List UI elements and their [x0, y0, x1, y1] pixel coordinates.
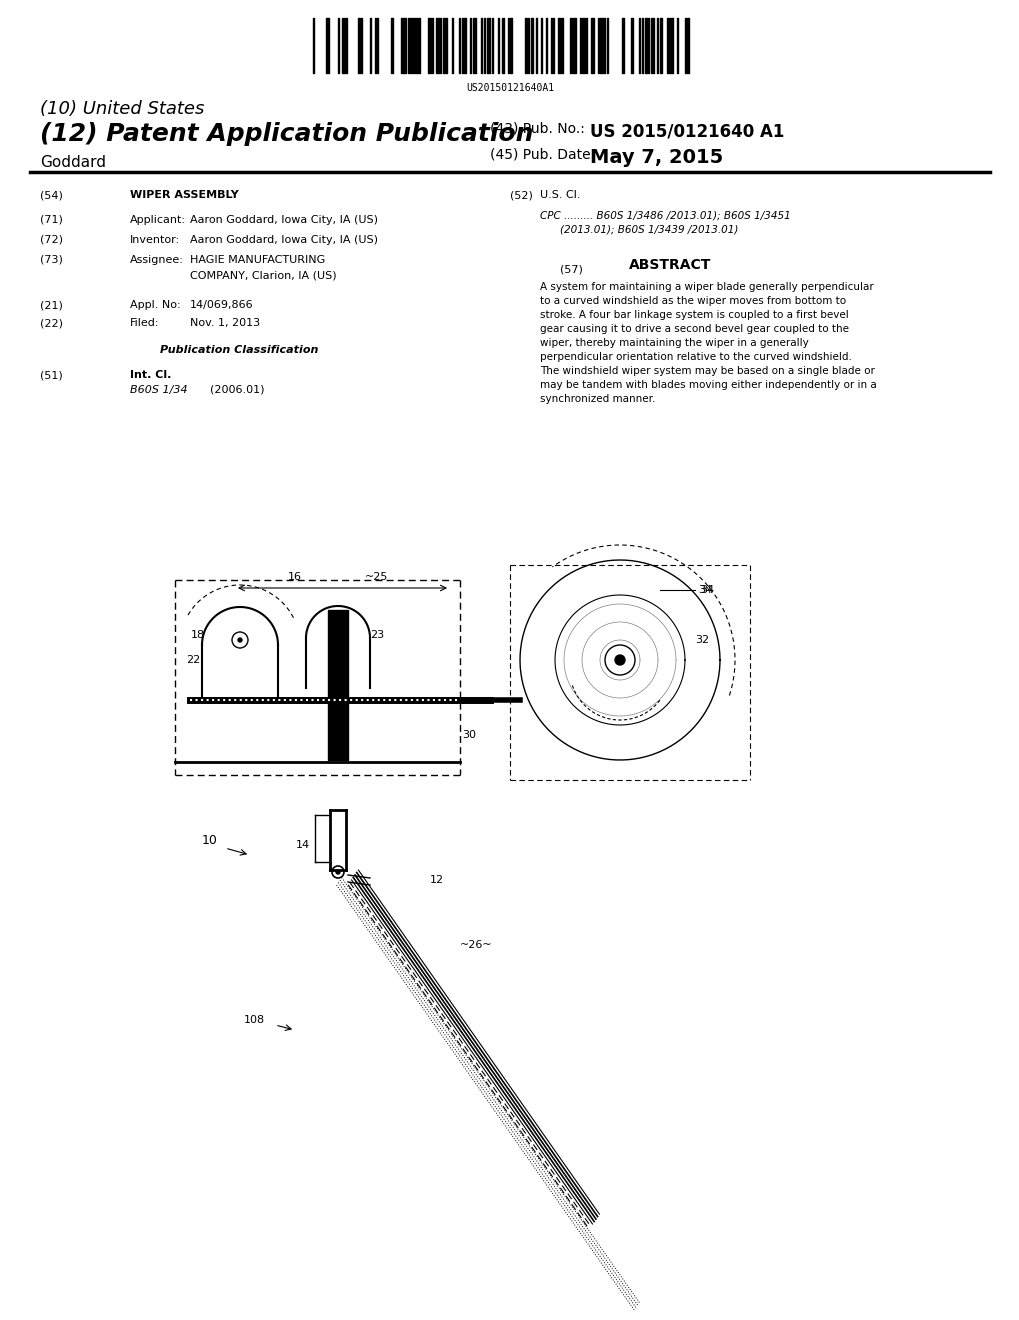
Text: Aaron Goddard, Iowa City, IA (US): Aaron Goddard, Iowa City, IA (US)	[190, 235, 378, 246]
Circle shape	[335, 870, 339, 874]
Text: (21): (21)	[40, 300, 63, 310]
Text: Appl. No:: Appl. No:	[129, 300, 180, 310]
Text: 18: 18	[191, 630, 205, 640]
Text: CPC ......... B60S 1/3486 /2013.01); B60S 1/3451: CPC ......... B60S 1/3486 /2013.01); B60…	[539, 210, 790, 220]
Text: Goddard: Goddard	[40, 154, 106, 170]
Text: 32: 32	[694, 635, 708, 645]
Text: The windshield wiper system may be based on a single blade or: The windshield wiper system may be based…	[539, 366, 874, 376]
Text: to a curved windshield as the wiper moves from bottom to: to a curved windshield as the wiper move…	[539, 296, 846, 306]
Text: U.S. Cl.: U.S. Cl.	[539, 190, 580, 201]
Text: wiper, thereby maintaining the wiper in a generally: wiper, thereby maintaining the wiper in …	[539, 338, 808, 348]
Text: Int. Cl.: Int. Cl.	[129, 370, 171, 380]
Text: ABSTRACT: ABSTRACT	[628, 257, 710, 272]
Text: 16: 16	[287, 572, 302, 582]
Text: may be tandem with blades moving either independently or in a: may be tandem with blades moving either …	[539, 380, 876, 389]
Text: (43) Pub. No.:: (43) Pub. No.:	[489, 121, 584, 136]
Text: 34: 34	[697, 585, 711, 595]
Text: WIPER ASSEMBLY: WIPER ASSEMBLY	[129, 190, 238, 201]
Text: Publication Classification: Publication Classification	[160, 345, 318, 355]
Text: (73): (73)	[40, 255, 63, 265]
Text: (10) United States: (10) United States	[40, 100, 204, 117]
Text: 34: 34	[699, 585, 713, 595]
Text: A system for maintaining a wiper blade generally perpendicular: A system for maintaining a wiper blade g…	[539, 282, 873, 292]
Text: 14/069,866: 14/069,866	[190, 300, 254, 310]
Text: May 7, 2015: May 7, 2015	[589, 148, 722, 168]
Text: (45) Pub. Date:: (45) Pub. Date:	[489, 148, 595, 162]
Circle shape	[335, 631, 339, 635]
Text: US 2015/0121640 A1: US 2015/0121640 A1	[589, 121, 784, 140]
Text: B60S 1/34: B60S 1/34	[129, 385, 187, 395]
Bar	[328, 610, 347, 760]
Circle shape	[237, 638, 242, 642]
Text: 10: 10	[202, 833, 218, 846]
Text: 23: 23	[370, 630, 384, 640]
Text: (51): (51)	[40, 370, 63, 380]
Text: synchronized manner.: synchronized manner.	[539, 393, 655, 404]
Text: ~25: ~25	[365, 572, 388, 582]
Text: Assignee:: Assignee:	[129, 255, 183, 265]
Text: Applicant:: Applicant:	[129, 215, 185, 224]
Text: Inventor:: Inventor:	[129, 235, 180, 246]
Text: Nov. 1, 2013: Nov. 1, 2013	[190, 318, 260, 327]
Text: ~26~: ~26~	[460, 940, 492, 950]
Text: HAGIE MANUFACTURING: HAGIE MANUFACTURING	[190, 255, 325, 265]
Text: (71): (71)	[40, 215, 63, 224]
Text: US20150121640A1: US20150121640A1	[466, 83, 553, 92]
Text: Aaron Goddard, Iowa City, IA (US): Aaron Goddard, Iowa City, IA (US)	[190, 215, 378, 224]
Text: (2013.01); B60S 1/3439 /2013.01): (2013.01); B60S 1/3439 /2013.01)	[559, 224, 738, 235]
Text: gear causing it to drive a second bevel gear coupled to the: gear causing it to drive a second bevel …	[539, 323, 848, 334]
Text: (12) Patent Application Publication: (12) Patent Application Publication	[40, 121, 533, 147]
Text: (57): (57)	[559, 265, 582, 275]
Text: COMPANY, Clarion, IA (US): COMPANY, Clarion, IA (US)	[190, 271, 336, 280]
Text: (52): (52)	[510, 190, 532, 201]
Text: 108: 108	[244, 1015, 265, 1026]
Text: (72): (72)	[40, 235, 63, 246]
Text: (22): (22)	[40, 318, 63, 327]
Text: 22: 22	[185, 655, 200, 665]
Text: 30: 30	[462, 730, 476, 741]
Text: (54): (54)	[40, 190, 63, 201]
Circle shape	[614, 655, 625, 665]
Text: stroke. A four bar linkage system is coupled to a first bevel: stroke. A four bar linkage system is cou…	[539, 310, 848, 319]
Text: 12: 12	[430, 875, 443, 884]
Text: perpendicular orientation relative to the curved windshield.: perpendicular orientation relative to th…	[539, 352, 851, 362]
Text: (2006.01): (2006.01)	[210, 385, 264, 395]
Text: 14: 14	[296, 840, 310, 850]
Text: Filed:: Filed:	[129, 318, 159, 327]
